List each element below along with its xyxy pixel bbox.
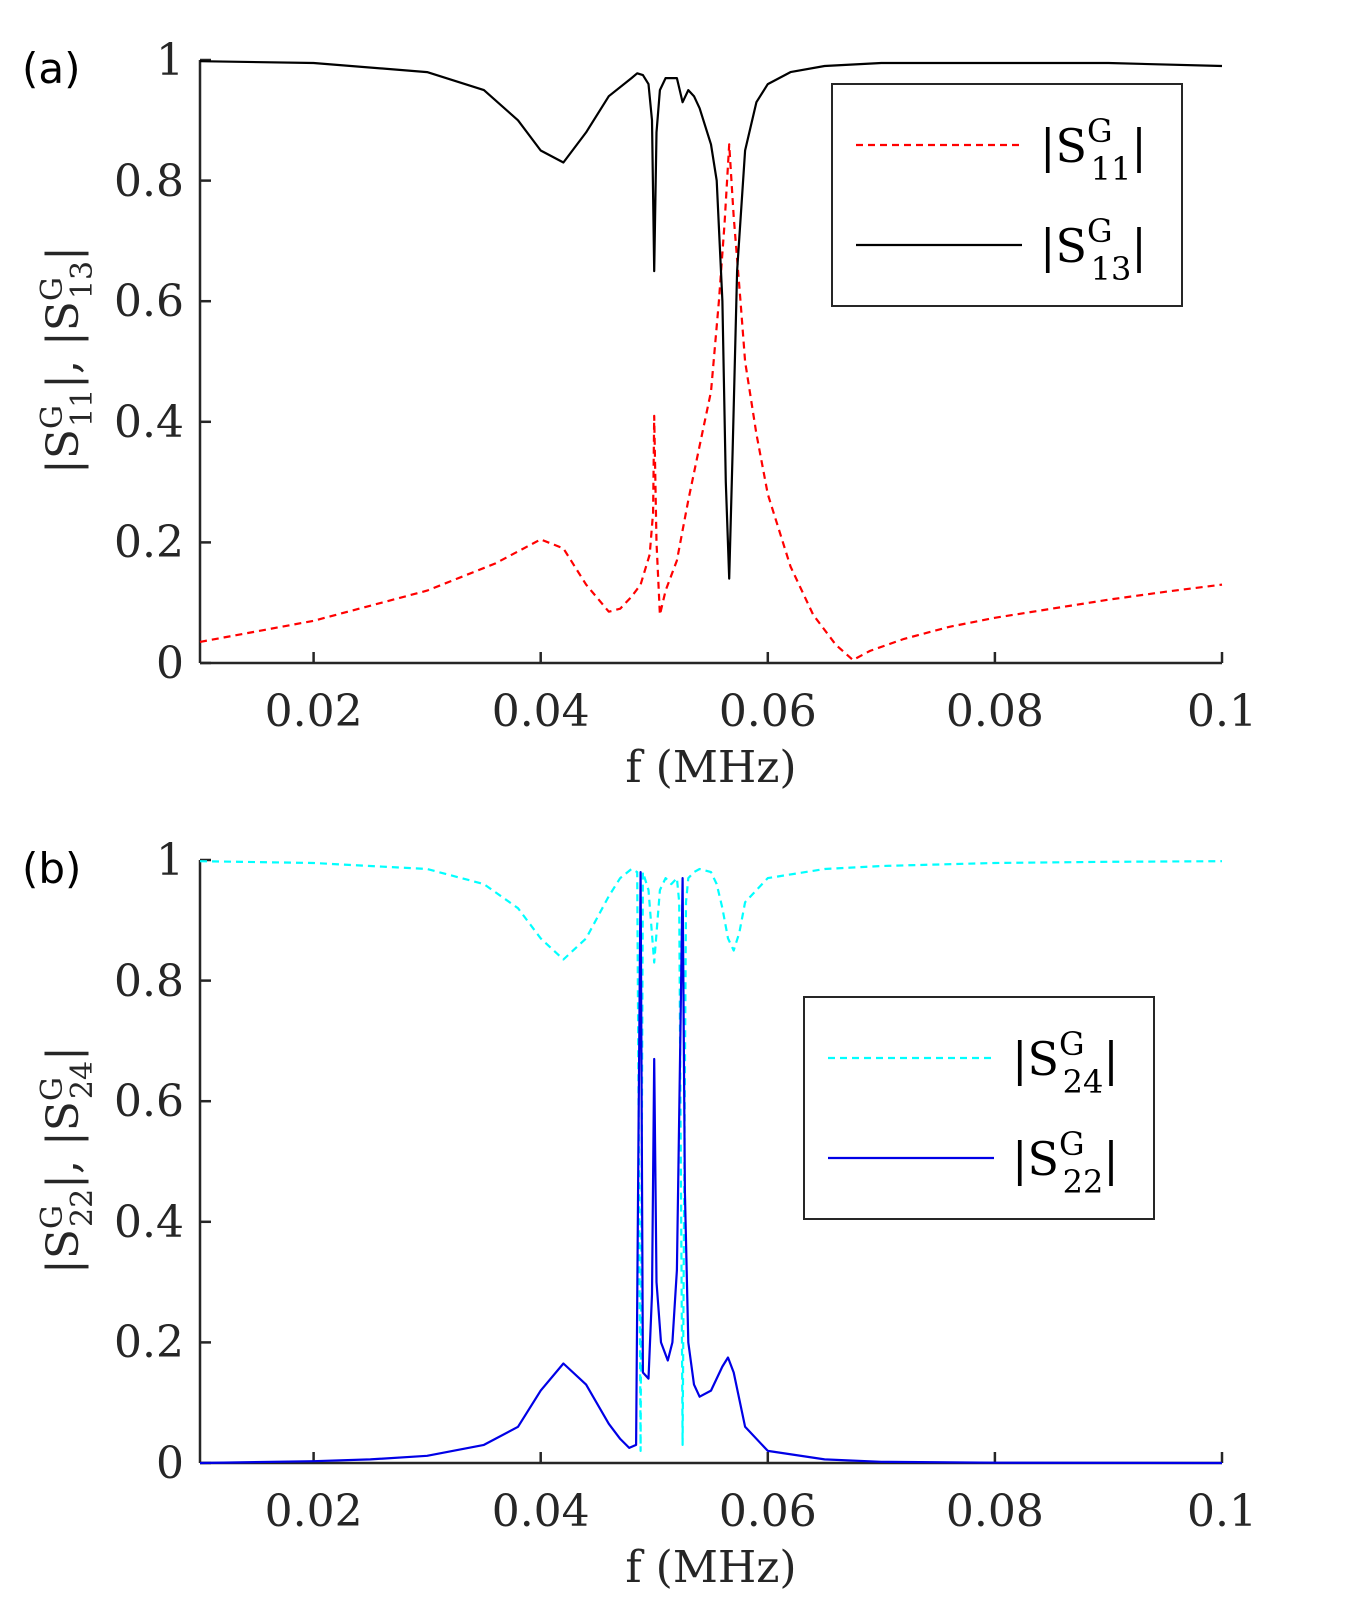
x-tick-label: 0.08	[946, 1486, 1044, 1537]
series-line-s13g	[199, 60, 1223, 580]
x-tick-label: 0.1	[1187, 686, 1257, 737]
legend-entry-s22: |SG 22|	[1012, 1125, 1119, 1201]
series-line-s11g	[199, 143, 1223, 662]
x-tick-label: 0.08	[946, 686, 1044, 737]
panel-a: (a) 0.02 0.04 0.06 0.08 0.1 0 0.2 0.4	[22, 35, 1257, 793]
y-tick-label: 0	[156, 638, 184, 689]
x-tick-label: 0.06	[719, 686, 817, 737]
y-tick-label: 0.6	[114, 1076, 184, 1127]
panel-a-y-label: |SG11|, |SG13|	[35, 246, 100, 474]
x-tick-label: 0.02	[265, 686, 363, 737]
panel-b-legend: |SG 24| |SG 22|	[803, 996, 1155, 1220]
y-tick-label: 0.2	[114, 517, 184, 568]
panel-b-y-label: |SG22|, |SG24|	[35, 1046, 100, 1274]
panel-a-x-label: f (MHz)	[625, 742, 796, 793]
panel-a-legend: |SG 11| |SG 13|	[831, 83, 1183, 307]
y-tick-label: 0.4	[114, 397, 184, 448]
y-tick-label: 0	[156, 1438, 184, 1489]
legend-entry-s24: |SG 24|	[1012, 1025, 1119, 1101]
y-tick-label: 0.6	[114, 276, 184, 327]
y-tick-label: 0.2	[114, 1317, 184, 1368]
series-line-s22g	[199, 871, 1223, 1465]
svg-text:|SG11|, |SG13|: |SG11|, |SG13|	[35, 246, 100, 474]
x-tick-label: 0.06	[719, 1486, 817, 1537]
panel-a-y-ticks: 0 0.2 0.4 0.6 0.8 1	[114, 35, 211, 689]
y-tick-label: 0.8	[114, 156, 184, 207]
x-tick-label: 0.1	[1187, 1486, 1257, 1537]
panel-a-plot-area	[199, 60, 1223, 662]
legend-entry-s13: |SG 13|	[1040, 212, 1147, 288]
svg-text:|SG22|, |SG24|: |SG22|, |SG24|	[35, 1046, 100, 1274]
legend-box	[831, 83, 1183, 307]
legend-entry-s11: |SG 11|	[1040, 112, 1147, 188]
y-tick-label: 1	[156, 835, 184, 886]
x-tick-label: 0.02	[265, 1486, 363, 1537]
panel-b-y-ticks: 0 0.2 0.4 0.6 0.8 1	[114, 835, 211, 1489]
y-tick-label: 1	[156, 35, 184, 86]
panel-a-x-ticks: 0.02 0.04 0.06 0.08 0.1	[265, 652, 1257, 737]
y-tick-label: 0.8	[114, 956, 184, 1007]
panel-b-x-label: f (MHz)	[625, 1542, 796, 1593]
x-tick-label: 0.04	[492, 1486, 590, 1537]
panel-b-plot-area	[199, 860, 1223, 1465]
panel-b-label: (b)	[22, 844, 81, 893]
panel-b: (b) 0.02 0.04 0.06 0.08 0.1 0 0.2 0.4 0.…	[22, 835, 1257, 1593]
panel-a-label: (a)	[22, 44, 81, 93]
legend-box	[803, 996, 1155, 1220]
y-tick-label: 0.4	[114, 1197, 184, 1248]
x-tick-label: 0.04	[492, 686, 590, 737]
panel-b-x-ticks: 0.02 0.04 0.06 0.08 0.1	[265, 1452, 1257, 1537]
